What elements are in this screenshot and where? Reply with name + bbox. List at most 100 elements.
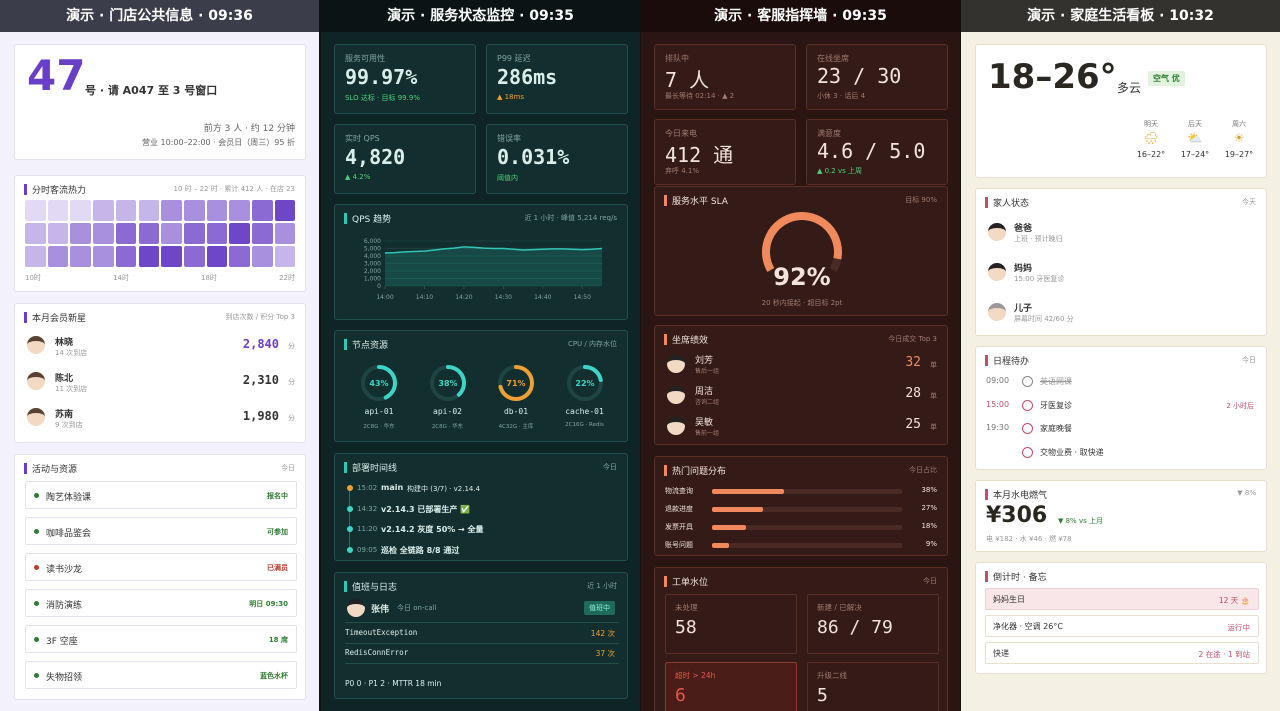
kpi-value: 4.6 / 5.0 (817, 139, 926, 163)
forecast-day: 周六 (1232, 120, 1246, 128)
card: 满意度 4.6 / 5.0 ▲ 0.2 vs 上周 (806, 119, 948, 185)
kpi-note: ▲ 0.2 vs 上周 (817, 167, 862, 175)
ticket-value: 5 (817, 685, 828, 706)
y-tick-label: 2,000 (364, 268, 381, 275)
card-meta: 今日占比 (909, 466, 937, 474)
topic-track (712, 525, 902, 530)
heat-cell (47, 246, 69, 267)
panel: 演示 · 客服指挥墙 · 09:35 排队中 7 人最长等待 02:14 · ▲ 2… (641, 0, 960, 711)
card-title: 坐席绩效 (672, 336, 709, 346)
activity-name: 消防演练 (46, 601, 83, 611)
qps-area (385, 246, 602, 286)
y-tick-label: 5,000 (364, 246, 381, 253)
node-spec: 2C8G · 华东 (431, 424, 464, 430)
heat-label: 14时 (113, 274, 129, 282)
member-name: 苏南 (55, 410, 74, 420)
card: 实时 QPS 4,820 ▲ 4.2% (334, 124, 476, 194)
avatar (347, 599, 365, 617)
y-tick-label: 3,000 (364, 261, 381, 268)
todo-time: 19:30 (986, 423, 1010, 432)
node-spec: 4C32G · 主库 (498, 424, 534, 430)
member-name: 陈北 (55, 374, 74, 384)
timeline-event: v2.14.2 灰度 50% → 全量 (381, 525, 484, 534)
card-meta: 10 时 – 22 时 · 累计 412 人 · 在店 23 (173, 185, 295, 193)
topic-name: 物流查询 (665, 487, 693, 495)
heat-cell (70, 223, 92, 244)
heat-cell (70, 246, 92, 267)
topic-name: 退款进度 (665, 505, 693, 513)
gauge-value (498, 365, 534, 401)
topic-value: 9% (925, 540, 937, 548)
activity-row: 消防演练 明日 09:30 (25, 589, 297, 617)
kpi-value: 7 人 (665, 68, 710, 92)
card: 排队中 7 人最长等待 02:14 · ▲ 2 (654, 44, 796, 110)
card-meta: 今日 (603, 463, 617, 471)
card-meta: 今日 (923, 577, 937, 585)
timeline-text: 构建中 (3/7) · v2.14.4 (407, 485, 481, 493)
card-meta: ▼ 8% (1237, 489, 1256, 497)
queue-wait: 前方 3 人 · 约 12 分钟 (203, 124, 295, 134)
bills-detail: 电 ¥182 · 水 ¥46 · 燃 ¥78 (986, 535, 1072, 543)
heat-cell (47, 223, 69, 244)
agent-unit: 单 (930, 392, 937, 400)
heat-cell (252, 200, 273, 221)
card: 工单水位 今日 未处理 58 新建 / 已解决 86 / 79 超时 > 24h 6 升级二线 5 (654, 567, 948, 711)
x-tick-label: 14:00 (376, 294, 393, 301)
agent-count: 32 (905, 355, 921, 370)
heat-cell (93, 246, 114, 267)
ticket-label: 未处理 (675, 603, 698, 612)
activity-status: 蓝色水杯 (260, 672, 288, 680)
accent-bar (664, 576, 667, 587)
divider (345, 622, 619, 623)
card-title: 家人状态 (993, 199, 1030, 209)
avatar (667, 386, 685, 404)
kpi-label: 排队中 (665, 54, 689, 63)
countdown-name: 快递 (993, 649, 1009, 658)
card-title: 倒计时 · 备忘 (993, 573, 1047, 583)
todo-time: 09:00 (986, 376, 1010, 385)
card: 18–26° 多云 空气 优明天 🌧 16–22° 后天 ⛅ 17–24° 周六 ☀ 19–27° (975, 44, 1267, 178)
kpi-label: 在线坐席 (817, 54, 849, 63)
status-dot (34, 529, 39, 534)
divider (345, 663, 619, 664)
card: 错误率 0.031% 阈值内 (486, 124, 628, 194)
timeline-dot (346, 526, 353, 532)
accent-bar (985, 355, 988, 366)
accent-bar (985, 489, 988, 500)
heat-cell (252, 246, 273, 267)
card-meta: 目标 90% (905, 196, 937, 204)
accent-bar (344, 339, 347, 350)
panel: 演示 · 家庭生活看板 · 10:32 18–26° 多云 空气 优明天 🌧 16–22°… (961, 0, 1280, 711)
gauge-value (429, 365, 466, 401)
todo-check (1022, 399, 1033, 411)
heat-cell (274, 223, 296, 244)
gauge-value (762, 212, 842, 272)
log-name: RedisConnError (345, 648, 409, 657)
heat-cell (25, 200, 46, 221)
avatar (988, 223, 1006, 241)
x-tick-label: 14:30 (495, 294, 512, 301)
queue-text: 号 · 请 A047 至 3 号窗口 (85, 84, 218, 97)
timeline-dot (346, 546, 353, 553)
topic-bar (712, 507, 764, 512)
node-spec: 2C16G · Redis (565, 422, 604, 428)
member-visits: 9 次到店 (55, 421, 83, 429)
avatar (667, 355, 685, 373)
kpi-label: 错误率 (497, 134, 521, 143)
card-title: 本月水电燃气 (993, 491, 1048, 501)
kpi-note: 小休 3 · 话后 4 (817, 92, 866, 100)
card: 47 号 · 请 A047 至 3 号窗口 前方 3 人 · 约 12 分钟 营业 1… (14, 44, 306, 160)
member-name: 妈妈 (1014, 264, 1033, 274)
countdown-value: 运行中 (1227, 623, 1251, 632)
agent-team: 咨询二组 (695, 399, 720, 406)
card: 家人状态 今天 爸爸 上班 · 预计晚归 妈妈 15:00 牙医复诊 儿子 屏幕时间 42/6… (975, 188, 1267, 336)
panel-title: 演示 · 家庭生活看板 · 10:32 (961, 0, 1280, 32)
kpi-note: 阈值内 (497, 174, 518, 182)
heat-cell (161, 223, 182, 244)
kpi-note: SLO 达标 · 目标 99.9% (345, 94, 420, 102)
todo-time: 15:00 (986, 399, 1010, 409)
node-name: api-01 (364, 407, 394, 416)
heat-cell (47, 200, 69, 221)
kpi-value: 412 通 (665, 143, 734, 167)
heat-cell (70, 200, 92, 221)
